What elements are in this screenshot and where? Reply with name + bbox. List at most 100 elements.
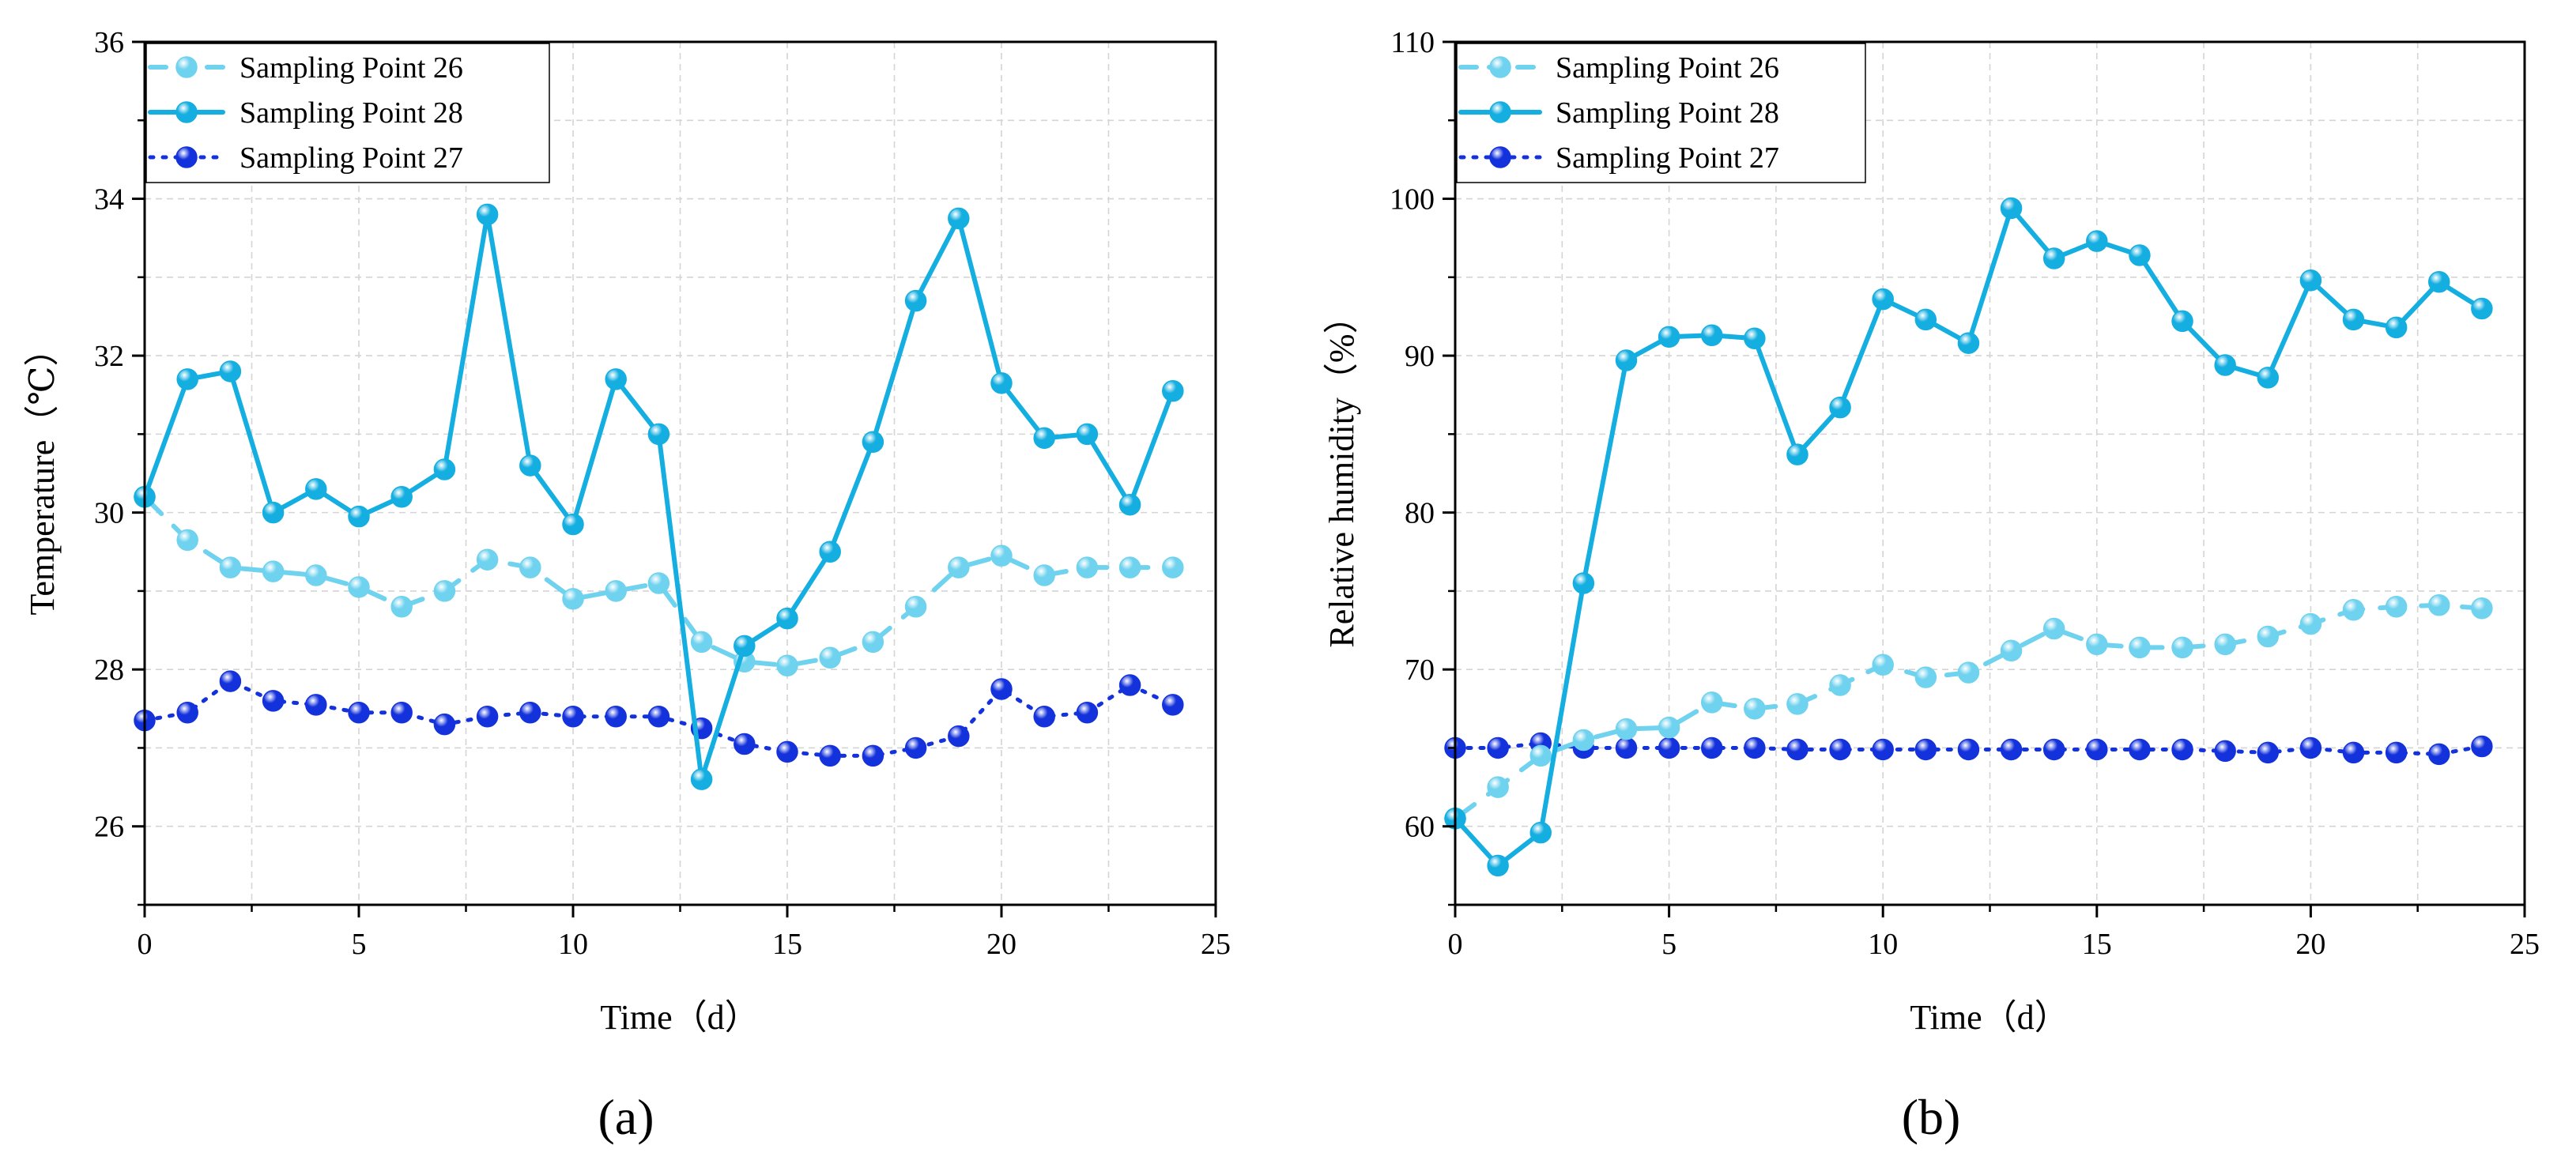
data-point-sampling-point-28 <box>990 372 1013 394</box>
data-point-sampling-point-28 <box>1615 349 1638 371</box>
ticks-a: 0 5 10 15 20 25 26 28 30 32 34 36 <box>94 26 1231 961</box>
y-tick-label: 90 <box>1405 340 1435 373</box>
data-point-sampling-point-27 <box>1872 738 1894 761</box>
x-tick-label: 20 <box>986 928 1016 961</box>
data-point-sampling-point-27 <box>776 740 798 763</box>
data-point-sampling-point-26 <box>819 646 841 669</box>
data-point-sampling-point-27 <box>2257 741 2280 764</box>
data-point-sampling-point-27 <box>2428 743 2450 766</box>
y-tick-label: 30 <box>94 497 124 530</box>
data-point-sampling-point-28 <box>1529 821 1552 844</box>
data-point-sampling-point-28 <box>690 768 713 790</box>
x-tick-label: 0 <box>1448 928 1463 961</box>
data-point-sampling-point-27 <box>519 702 541 724</box>
data-point-sampling-point-26 <box>904 596 927 618</box>
data-point-sampling-point-28 <box>1957 332 1980 354</box>
data-point-sampling-point-26 <box>1529 744 1552 767</box>
data-point-sampling-point-26 <box>1076 556 1099 578</box>
data-point-sampling-point-26 <box>2214 633 2236 656</box>
x-tick-label: 0 <box>138 928 153 961</box>
data-point-sampling-point-27 <box>1118 674 1141 696</box>
x-tick-label: 25 <box>1201 928 1231 961</box>
data-point-sampling-point-28 <box>1162 380 1184 402</box>
x-tick-label: 15 <box>772 928 802 961</box>
data-point-sampling-point-26 <box>2086 633 2108 656</box>
panel-label-a: (a) <box>598 1089 654 1145</box>
data-point-sampling-point-26 <box>2257 625 2280 648</box>
data-point-sampling-point-27 <box>433 713 456 736</box>
data-point-sampling-point-28 <box>819 541 841 563</box>
data-point-sampling-point-27 <box>1957 738 1980 761</box>
data-point-sampling-point-27 <box>819 744 841 767</box>
y-axis-title-b: Relative humidity（%） <box>1322 299 1361 647</box>
data-point-sampling-point-26 <box>1572 729 1595 752</box>
legend-label-sampling-point-27: Sampling Point 27 <box>1556 141 1779 175</box>
data-point-sampling-point-27 <box>1914 738 1937 761</box>
data-point-sampling-point-28 <box>348 505 370 528</box>
data-point-sampling-point-27 <box>1658 736 1680 759</box>
data-point-sampling-point-28 <box>176 368 198 390</box>
data-point-sampling-point-26 <box>2385 596 2408 618</box>
data-point-sampling-point-26 <box>1658 716 1680 739</box>
x-tick-label: 5 <box>1661 928 1676 961</box>
y-axis-title-a: Temperature（℃） <box>23 332 62 616</box>
data-point-sampling-point-26 <box>1786 693 1808 715</box>
data-point-sampling-point-28 <box>734 635 756 657</box>
data-point-sampling-point-28 <box>2342 308 2365 331</box>
data-point-sampling-point-27 <box>1162 694 1184 716</box>
y-tick-label: 60 <box>1405 811 1435 844</box>
series-b <box>1444 197 2493 877</box>
data-point-sampling-point-28 <box>1914 308 1937 331</box>
data-point-sampling-point-26 <box>305 564 327 586</box>
legend-b: Sampling Point 26 Sampling Point 28 Sampli… <box>1456 43 1866 183</box>
data-point-sampling-point-28 <box>2171 310 2193 333</box>
data-point-sampling-point-26 <box>1872 654 1894 676</box>
series-line-sampling-point-28 <box>142 212 1175 782</box>
data-point-sampling-point-27 <box>176 702 198 724</box>
data-point-sampling-point-26 <box>562 588 584 610</box>
data-point-sampling-point-28 <box>1786 443 1808 465</box>
data-point-sampling-point-27 <box>2471 735 2493 758</box>
data-point-sampling-point-27 <box>2042 738 2065 761</box>
data-point-sampling-point-26 <box>1118 556 1141 578</box>
ticks-b: 0 5 10 15 20 25 60 70 80 90 100 110 <box>1390 26 2540 961</box>
data-point-sampling-point-27 <box>1487 736 1509 759</box>
data-point-sampling-point-28 <box>1658 326 1680 348</box>
data-point-sampling-point-26 <box>1829 674 1851 696</box>
data-point-sampling-point-27 <box>2171 738 2193 761</box>
data-point-sampling-point-26 <box>219 556 242 578</box>
panel-b: 0 5 10 15 20 25 60 70 80 90 100 110 Time（d） Relativ… <box>1322 26 2540 1145</box>
data-point-sampling-point-27 <box>1076 702 1099 724</box>
legend-label-sampling-point-28: Sampling Point 28 <box>239 96 463 130</box>
data-point-sampling-point-27 <box>348 702 370 724</box>
data-point-sampling-point-26 <box>2171 636 2193 659</box>
data-point-sampling-point-26 <box>519 556 541 578</box>
x-tick-label: 5 <box>352 928 367 961</box>
panel-label-b: (b) <box>1902 1089 1961 1145</box>
data-point-sampling-point-26 <box>990 544 1013 567</box>
data-point-sampling-point-27 <box>2214 740 2236 763</box>
plot-frame-a <box>143 40 1217 906</box>
data-point-sampling-point-28 <box>519 454 541 477</box>
data-point-sampling-point-26 <box>1914 666 1937 688</box>
data-point-sampling-point-26 <box>776 654 798 676</box>
data-point-sampling-point-28 <box>2428 271 2450 293</box>
data-point-sampling-point-26 <box>647 572 670 594</box>
data-point-sampling-point-28 <box>904 289 927 312</box>
data-point-sampling-point-27 <box>1829 738 1851 761</box>
y-tick-label: 28 <box>94 654 124 687</box>
data-point-sampling-point-26 <box>1615 718 1638 740</box>
data-point-sampling-point-26 <box>433 580 456 602</box>
data-point-sampling-point-28 <box>2385 316 2408 339</box>
data-point-sampling-point-26 <box>348 576 370 598</box>
legend-label-sampling-point-26: Sampling Point 26 <box>239 51 463 85</box>
data-point-sampling-point-26 <box>862 631 884 654</box>
data-point-sampling-point-27 <box>990 678 1013 700</box>
data-point-sampling-point-27 <box>476 705 499 728</box>
legend-a: Sampling Point 26 Sampling Point 28 Sampli… <box>145 43 550 183</box>
data-point-sampling-point-27 <box>948 725 970 748</box>
data-point-sampling-point-27 <box>390 702 413 724</box>
data-point-sampling-point-28 <box>2042 247 2065 269</box>
legend-marker-sampling-point-26 <box>175 56 198 78</box>
data-point-sampling-point-28 <box>562 513 584 536</box>
